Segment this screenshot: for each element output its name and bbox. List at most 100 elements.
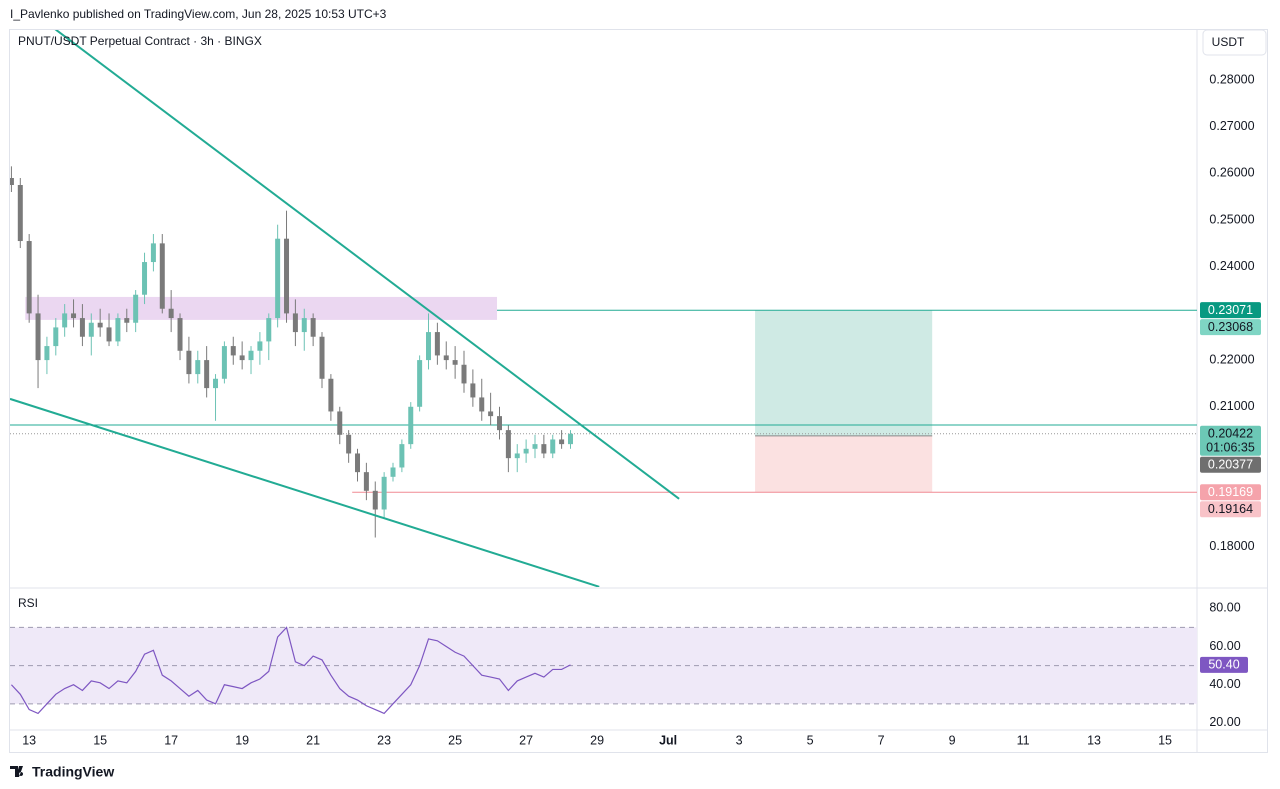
candle-body [301,318,307,333]
candle-body [257,341,263,351]
main-pane [10,30,1197,587]
candle-body [470,383,476,398]
position-profit [755,310,933,436]
x-tick-label: 15 [93,733,107,747]
candle-body [168,308,174,319]
price-tag-label: 0.19164 [1208,502,1253,516]
y-tick-label: 0.18000 [1209,539,1254,553]
position-loss [755,435,933,493]
price-tag-label: 0.20377 [1208,458,1253,472]
x-tick-label: 17 [164,733,178,747]
candle-body [541,444,547,454]
candle-body [204,360,210,389]
candle-body [408,406,414,445]
y-tick-label: 0.26000 [1209,166,1254,180]
rsi-label: RSI [18,596,38,610]
y-tick-label: 0.22000 [1209,352,1254,366]
candle-body [115,318,121,342]
candle-body [443,355,449,361]
candle-body [550,439,556,454]
candle-body [17,185,23,242]
candle-body [124,318,130,323]
x-tick-label: 15 [1158,733,1172,747]
trendline [54,30,680,500]
logo-text: TradingView [32,764,114,780]
x-tick-label: 13 [22,733,36,747]
x-tick-label: 27 [519,733,533,747]
y-tick-label: 0.27000 [1209,119,1254,133]
price-tag [1200,425,1261,456]
header: I_Pavlenko published on TradingView.com,… [10,7,387,21]
candle-body [275,238,281,319]
currency-button[interactable] [1202,29,1267,56]
candle-body [434,332,440,356]
candle-body [71,313,77,319]
candle-body [44,346,50,361]
candle-body [355,453,361,473]
candle-body [159,243,165,309]
rsi-tag [1200,656,1248,673]
candle-body [213,378,219,389]
x-tick-label: 23 [377,733,391,747]
trendline [10,397,600,587]
x-tick-label: 13 [1087,733,1101,747]
candle-body [239,355,245,361]
rsi-tick-label: 60.00 [1209,639,1240,653]
candle-body [150,243,156,263]
axes: 0.28000 0.27000 0.26000 0.25000 0.24000 0.220… [22,72,1261,747]
candle-body [62,313,68,328]
candle-body [532,444,538,449]
y-tick-label: 0.28000 [1209,72,1254,86]
candle-body [292,313,298,333]
candle-body [514,453,520,459]
rsi-tick-label: 40.00 [1209,677,1240,691]
price-tag-label: 0.20422 [1208,427,1253,441]
candle-body [417,360,423,407]
price-tag [1200,319,1261,336]
y-tick-label: 0.24000 [1209,259,1254,273]
candle-body [53,327,59,347]
candle-body [390,467,396,477]
rsi-band [10,627,1197,704]
x-tick-label: 3 [736,733,743,747]
frame [9,29,1268,753]
candle-body [461,364,467,384]
candle-body [452,360,458,365]
candle-body [346,434,352,454]
candle-body [496,416,502,431]
currency-label[interactable]: USDT [1212,35,1245,49]
candle-body [505,430,511,459]
rsi-tick-label: 80.00 [1209,601,1240,615]
candle-body [97,322,103,328]
candle-body [142,262,148,295]
candle-body [381,476,387,510]
price-tag-countdown: 01:06:35 [1206,441,1255,455]
symbol-title: PNUT/USDT Perpetual Contract · 3h · BING… [18,34,262,48]
zone [25,296,498,320]
candle-body [88,322,94,337]
x-tick-label: 11 [1017,733,1030,747]
candle-body [106,327,112,342]
x-tick-label: 9 [949,733,956,747]
price-tag-label: 0.23071 [1208,303,1253,317]
candle-body [221,346,227,379]
candle-body [266,318,272,342]
price-tag-label: 0.23068 [1208,320,1253,334]
candle-body [559,439,565,445]
rsi-tick-label: 20.00 [1209,715,1240,729]
x-tick-label: 29 [590,733,604,747]
price-tag [1200,484,1261,501]
candle-body [426,332,432,361]
price-tag-label: 0.19169 [1208,485,1253,499]
candle-body [310,318,316,337]
candle-body [567,433,573,445]
candle-body [488,411,494,417]
x-tick-label: Jul [659,733,677,747]
rsi-tag-label: 50.40 [1208,658,1239,672]
x-tick-label: 7 [878,733,885,747]
candle-body [248,350,254,361]
candle-body [284,238,290,314]
x-tick-label: 5 [807,733,814,747]
candle-body [372,490,378,510]
logo [10,766,24,777]
